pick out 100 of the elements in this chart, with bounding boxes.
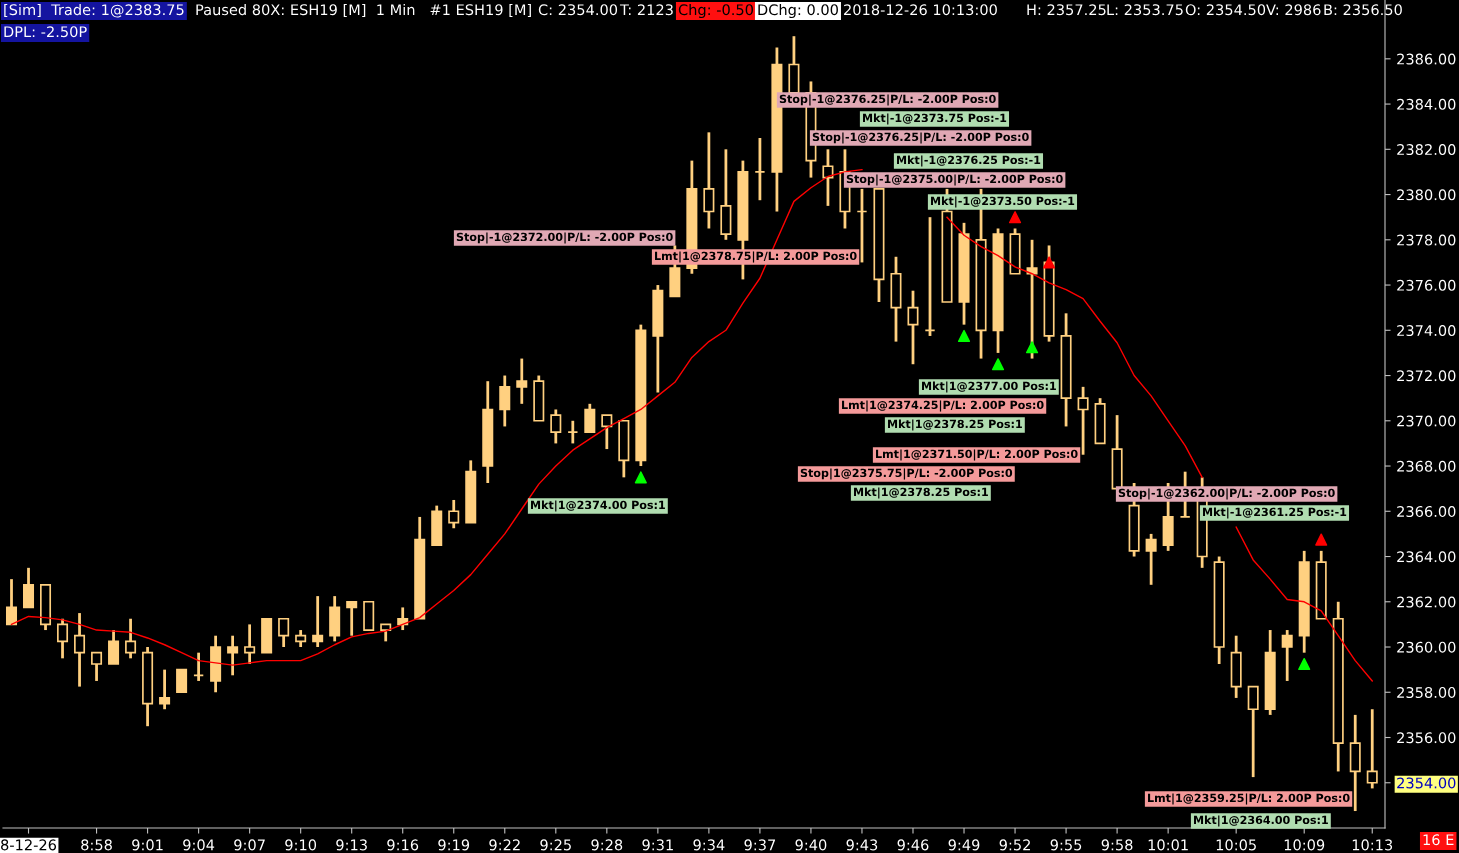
- annotation: V: 2986: [1266, 4, 1321, 16]
- candlestick: [57, 617, 69, 660]
- candlestick: [907, 289, 919, 366]
- candlestick: [822, 147, 834, 208]
- y-tick-label: 2380.00: [1397, 189, 1456, 201]
- annotation: Chg: -0.50: [678, 3, 753, 19]
- candlestick: [754, 136, 766, 202]
- candlestick: [499, 374, 511, 428]
- candlestick: [516, 357, 528, 406]
- candlestick: [244, 623, 256, 666]
- candlestick: [5, 577, 18, 626]
- y-tick-label: 2376.00: [1397, 279, 1456, 291]
- annotation: Paused 80X: ESH19 [M] 1 Min #1 ESH19 [M]: [196, 3, 531, 17]
- y-tick-label: 2356.00: [1397, 732, 1456, 744]
- x-tick-label: 9:10: [285, 839, 317, 851]
- annotation: Stop|1@2375.75|P/L: -2.00P Pos:0: [800, 468, 1013, 480]
- y-tick-label: 2364.00: [1397, 551, 1456, 563]
- annotation: Mkt|1@2364.00 Pos:1: [1194, 815, 1328, 827]
- candlestick: [1366, 707, 1378, 790]
- annotation: Lmt|1@2374.25|P/L: 2.00P Pos:0: [842, 400, 1044, 412]
- annotation: Mkt|1@2374.00 Pos:1: [531, 500, 665, 512]
- x-tick-label: 9:13: [336, 839, 367, 851]
- x-tick-label: 9:07: [234, 839, 265, 851]
- candlestick: [1026, 238, 1038, 360]
- annotation: DChg: 0.00: [758, 3, 838, 19]
- x-tick-label: 9:25: [540, 839, 571, 851]
- annotation: O: 2354.50: [1185, 4, 1266, 16]
- annotation: Mkt|1@2378.25 Pos:1: [888, 419, 1022, 431]
- y-tick-label: 2370.00: [1397, 415, 1456, 427]
- x-tick-label: 9:16: [387, 839, 419, 851]
- y-tick-label: 2382.00: [1397, 144, 1456, 156]
- y-tick-label: 2366.00: [1397, 506, 1456, 518]
- point: [1008, 211, 1022, 224]
- candlestick: [448, 498, 460, 530]
- annotation: H: 2357.25: [1027, 4, 1106, 16]
- candlestick: [703, 130, 715, 230]
- annotation: C: 2354.00: [538, 4, 618, 16]
- x-tick-label: 9:31: [642, 839, 673, 851]
- y-tick-label: 2372.00: [1397, 370, 1456, 382]
- candlestick: [125, 617, 137, 660]
- candlestick: [550, 408, 562, 445]
- annotation: Stop|-1@2376.25|P/L: -2.00P Pos:0: [812, 132, 1029, 144]
- y-tick-label: 2358.00: [1397, 686, 1456, 699]
- candlestick: [1145, 532, 1157, 587]
- y-tick-label: 2386.00: [1397, 53, 1456, 65]
- x-tick-label: 9:28: [591, 839, 623, 851]
- x-tick-label: 9:52: [999, 839, 1030, 851]
- annotation: Mkt|-1@2373.75 Pos:-1: [863, 113, 1007, 125]
- candlestick: [159, 668, 171, 711]
- y-tick-label: 2360.00: [1397, 641, 1456, 653]
- x-tick-label: 9:55: [1050, 839, 1082, 851]
- candlestick: [278, 617, 290, 649]
- x-tick-label: 9:43: [846, 839, 878, 851]
- y-tick-label: 2384.00: [1397, 98, 1456, 110]
- candlestick: [74, 611, 86, 688]
- candlestick: [346, 600, 358, 638]
- x-tick-label: 10:05: [1216, 839, 1256, 851]
- annotation: Lmt|1@2371.50|P/L: 2.00P Pos:0: [876, 449, 1078, 461]
- annotation: Mkt|-1@2376.25 Pos:-1: [897, 155, 1041, 167]
- y-tick-label: 2354.00: [1397, 777, 1456, 789]
- annotation: Stop|-1@2362.00|P/L: -2.00P Pos:0: [1118, 488, 1335, 500]
- x-tick-label: 9:34: [693, 839, 725, 851]
- candlestick: [601, 413, 613, 451]
- point: [1042, 256, 1056, 269]
- annotation: B: 2356.50: [1324, 4, 1402, 16]
- x-tick-label: 9:19: [438, 839, 470, 851]
- candlestick: [924, 215, 936, 338]
- y-tick-label: 2362.00: [1397, 596, 1456, 608]
- x-tick-label: 9:37: [744, 839, 776, 851]
- candlestick: [1281, 628, 1293, 683]
- annotation: Stop|-1@2372.00|P/L: -2.00P Pos:0: [456, 232, 673, 244]
- point: [634, 471, 647, 484]
- annotation: Lmt|1@2359.25|P/L: 2.00P Pos:0: [1148, 793, 1350, 805]
- candlestick: [584, 402, 596, 434]
- candlestick: [227, 634, 239, 677]
- annotation: [Sim] Trade: 1@2383.75: [4, 3, 184, 18]
- point: [1315, 533, 1328, 546]
- x-tick-label: 9:22: [489, 839, 520, 851]
- y-tick-label: 2378.00: [1397, 234, 1456, 246]
- x-tick-label: 10:09: [1284, 839, 1325, 851]
- annotation: Stop|-1@2376.25|P/L: -2.00P Pos:0: [779, 94, 996, 106]
- annotation: DPL: -2.50P: [4, 26, 87, 38]
- candlestick: [856, 187, 868, 264]
- annotation: Mkt|-1@2373.50 Pos:-1: [931, 196, 1075, 208]
- candlestick: [193, 651, 205, 683]
- candlestick: [23, 566, 35, 609]
- x-tick-label: 9:40: [795, 839, 827, 851]
- point: [991, 358, 1005, 371]
- x-tick-label: 8:58: [81, 839, 112, 851]
- x-tick-label: 10:13: [1352, 839, 1393, 851]
- annotation: Lmt|1@2378.75|P/L: 2.00P Pos:0: [655, 251, 857, 263]
- x-tick-label: 9:46: [897, 839, 929, 851]
- annotation: Stop|-1@2375.00|P/L: -2.00P Pos:0: [846, 174, 1063, 186]
- text: 16 E: [1423, 834, 1454, 846]
- candlestick: [567, 419, 579, 445]
- x-tick-label: 9:58: [1101, 839, 1133, 851]
- point: [1025, 341, 1039, 354]
- candlestick: [176, 668, 188, 694]
- annotation: 2018-12-26 10:13:00: [844, 4, 997, 16]
- point: [957, 329, 971, 343]
